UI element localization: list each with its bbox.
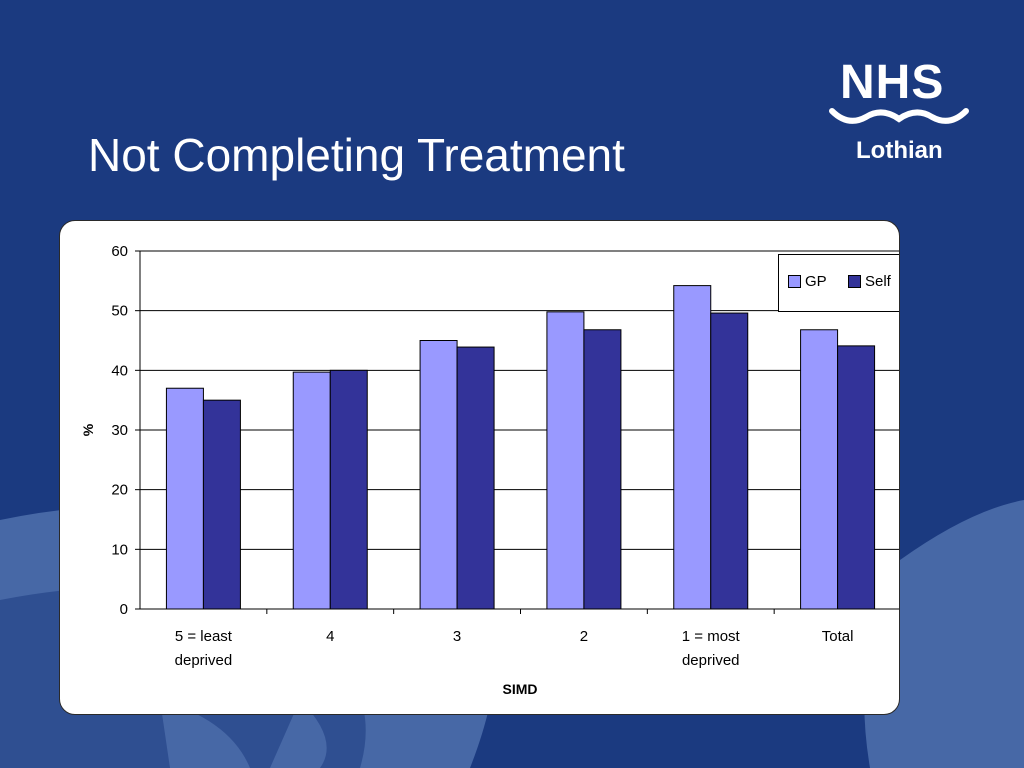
x-tick-label: 3 — [453, 628, 461, 645]
y-tick-label: 50 — [111, 303, 128, 320]
bar-gp-5 — [800, 329, 839, 610]
y-tick-label: 60 — [111, 243, 128, 260]
slide-title: Not Completing Treatment — [88, 129, 625, 181]
bar-self-1 — [329, 369, 368, 610]
x-tick-label: deprived — [175, 652, 233, 669]
x-tick-label: 5 = least — [175, 628, 233, 645]
x-tick-label: 4 — [326, 628, 334, 645]
nhs-lothian-logo: NHS Lothian — [826, 55, 972, 171]
x-tick-label: 1 = most — [682, 628, 741, 645]
legend-label-self: Self — [865, 273, 891, 290]
y-tick-label: 10 — [111, 541, 128, 558]
x-axis-title: SIMD — [503, 681, 538, 697]
legend-item-self: Self — [848, 273, 891, 291]
legend-label-gp: GP — [805, 273, 827, 290]
y-tick-label: 30 — [111, 422, 128, 439]
bar-gp-3 — [546, 311, 585, 610]
bar-self-0 — [202, 399, 241, 610]
x-tick-label: deprived — [682, 652, 740, 669]
legend-swatch-self — [848, 274, 861, 288]
bar-gp-0 — [165, 387, 204, 610]
x-tick-label: Total — [822, 628, 854, 645]
chart-panel: 0 10 20 30 40 50 60 5 = least deprived 4 3 2 1 = mos… — [59, 220, 900, 715]
y-axis-title: % — [80, 423, 96, 436]
bar-chart: 0 10 20 30 40 50 60 5 = least deprived 4 3 2 1 = mos… — [80, 243, 899, 697]
x-tick-label: 2 — [580, 628, 588, 645]
bar-gp-1 — [292, 371, 331, 610]
legend-swatch-gp — [788, 274, 801, 288]
logo-waves-icon — [829, 108, 969, 124]
y-tick-label: 0 — [120, 601, 128, 618]
y-tick-label: 20 — [111, 482, 128, 499]
chart-legend: GP Self — [778, 254, 899, 312]
legend-item-gp: GP — [788, 273, 827, 291]
bar-self-2 — [456, 346, 495, 610]
bar-self-4 — [710, 312, 749, 610]
logo-region-text: Lothian — [856, 137, 943, 164]
y-tick-label: 40 — [111, 362, 128, 379]
bar-gp-4 — [673, 285, 712, 610]
bar-self-3 — [583, 329, 622, 610]
logo-nhs-text: NHS — [840, 56, 945, 109]
bar-self-5 — [837, 345, 876, 610]
bar-gp-2 — [419, 340, 458, 610]
